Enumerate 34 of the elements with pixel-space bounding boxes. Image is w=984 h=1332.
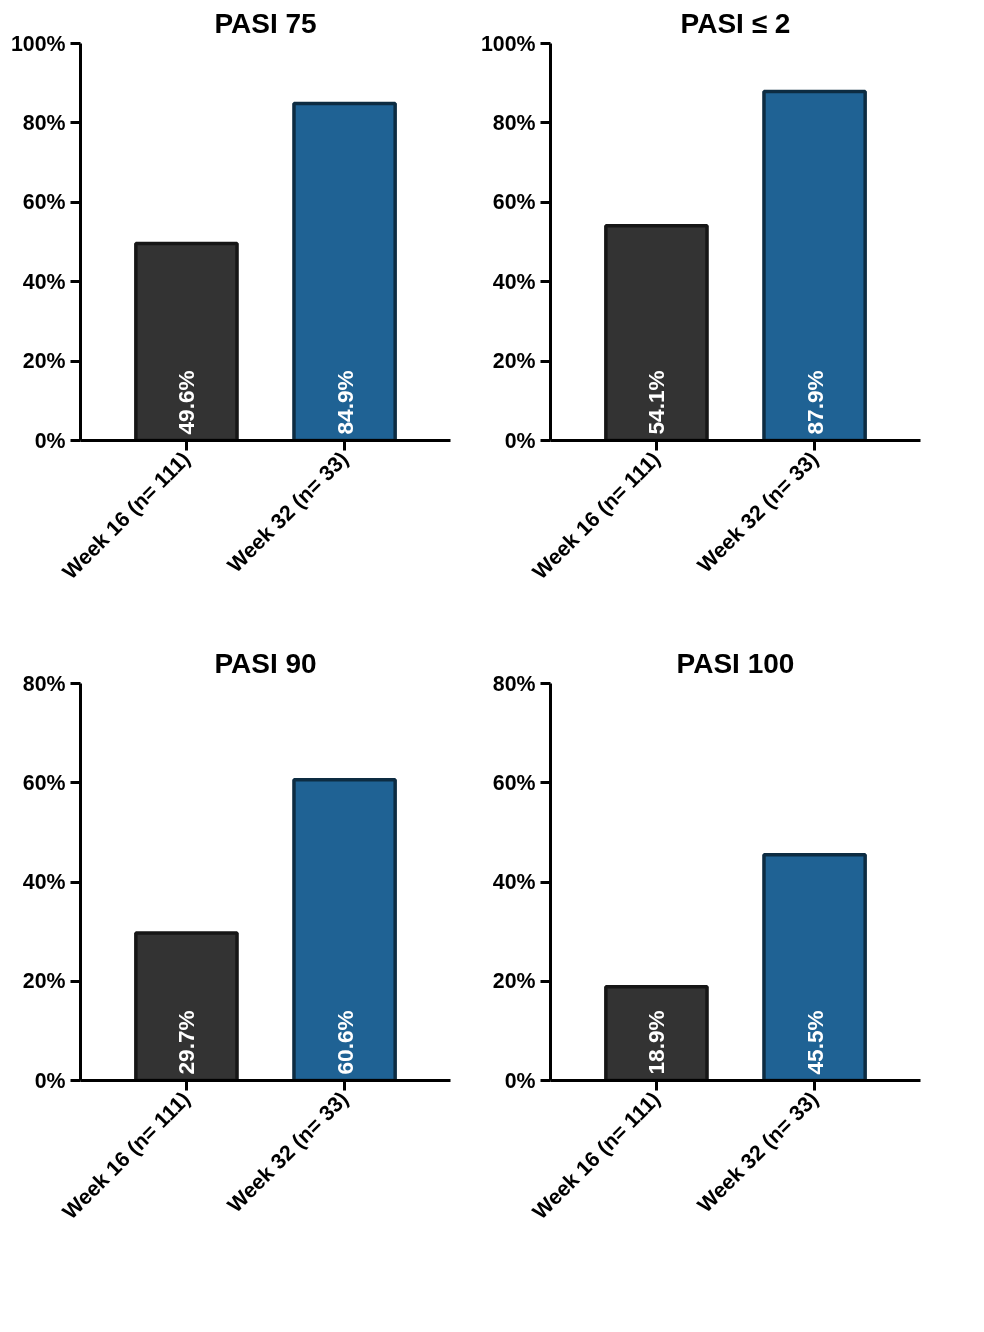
data-label: 84.9% — [331, 370, 358, 435]
chart-title: PASI 90 — [214, 647, 317, 679]
y-tick-label: 100% — [480, 31, 536, 56]
y-tick-label: 40% — [492, 269, 536, 294]
chart-title: PASI ≤ 2 — [680, 7, 791, 39]
y-tick-label: 40% — [492, 870, 536, 894]
y-tick-label: 60% — [22, 190, 66, 215]
data-label: 87.9% — [801, 370, 828, 435]
chart-title: PASI 75 — [214, 7, 317, 39]
data-label: 49.6% — [173, 370, 200, 435]
y-tick-label: 20% — [22, 969, 66, 994]
y-tick-label: 0% — [504, 428, 536, 453]
y-tick-label: 20% — [492, 349, 536, 374]
y-tick-label: 60% — [492, 190, 536, 215]
y-tick-label: 80% — [492, 110, 536, 135]
y-tick-label: 20% — [22, 349, 66, 374]
data-label: 54.1% — [643, 370, 670, 435]
chart-title: PASI 100 — [676, 647, 795, 679]
y-tick-label: 0% — [34, 428, 66, 453]
y-tick-label: 80% — [492, 671, 536, 696]
data-label: 60.6% — [331, 1010, 358, 1075]
y-tick-label: 40% — [22, 870, 66, 894]
data-label: 45.5% — [801, 1010, 828, 1075]
y-tick-label: 0% — [504, 1068, 536, 1093]
y-tick-label: 0% — [34, 1068, 66, 1093]
y-tick-label: 100% — [10, 31, 66, 56]
y-tick-label: 80% — [22, 110, 66, 135]
y-tick-label: 40% — [22, 269, 66, 294]
y-tick-label: 60% — [492, 770, 536, 795]
data-label: 18.9% — [643, 1010, 670, 1075]
y-tick-label: 20% — [492, 969, 536, 994]
y-tick-label: 60% — [22, 770, 66, 795]
data-label: 29.7% — [173, 1010, 200, 1075]
y-tick-label: 80% — [22, 671, 66, 696]
